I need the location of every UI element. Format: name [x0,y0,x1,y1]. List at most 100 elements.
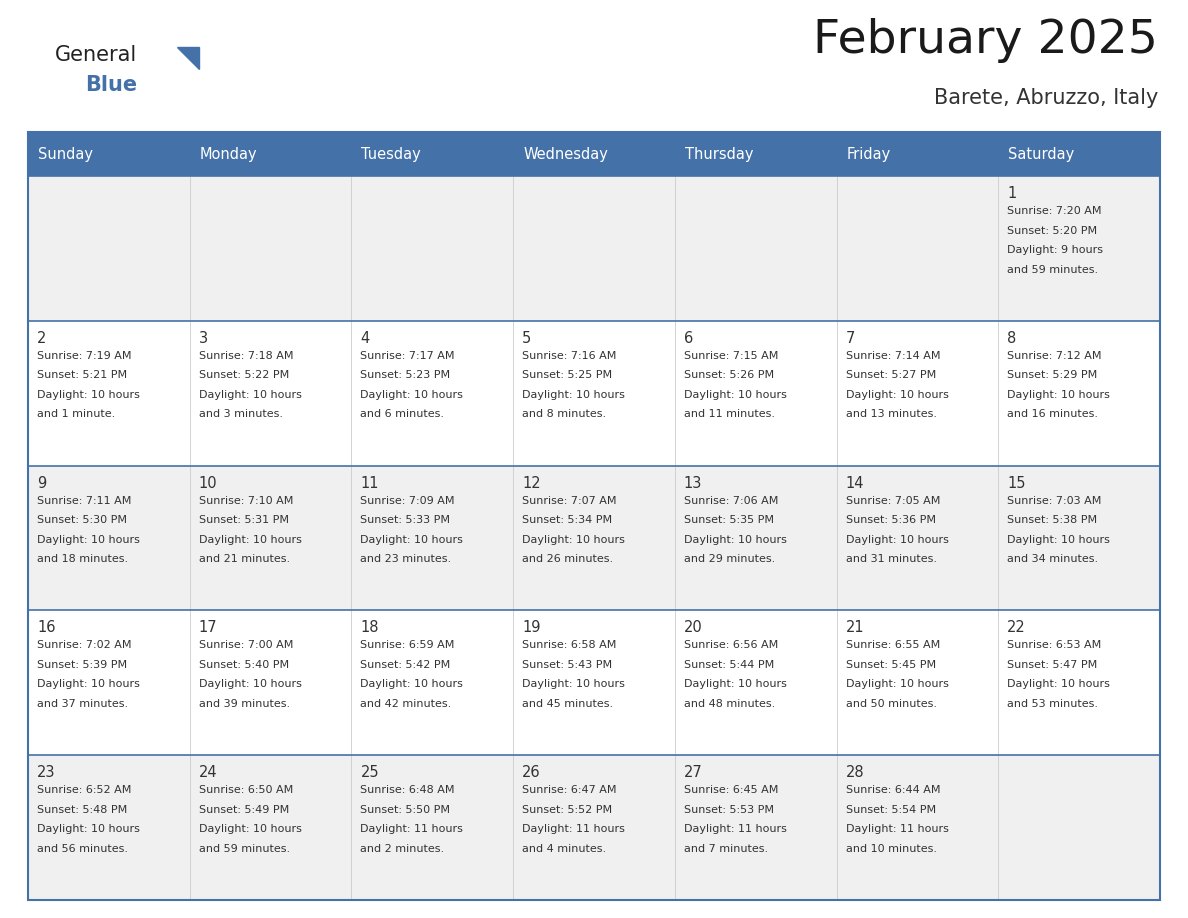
Text: and 53 minutes.: and 53 minutes. [1007,699,1098,709]
Text: 1: 1 [1007,186,1017,201]
Text: and 50 minutes.: and 50 minutes. [846,699,936,709]
Text: Sunset: 5:48 PM: Sunset: 5:48 PM [37,805,127,814]
Text: and 3 minutes.: and 3 minutes. [198,409,283,420]
Text: Daylight: 10 hours: Daylight: 10 hours [198,824,302,834]
Text: Daylight: 10 hours: Daylight: 10 hours [684,390,786,400]
Text: 4: 4 [360,330,369,346]
Text: Sunrise: 7:16 AM: Sunrise: 7:16 AM [523,351,617,361]
Text: General: General [55,45,138,65]
Text: and 16 minutes.: and 16 minutes. [1007,409,1098,420]
Text: Sunset: 5:26 PM: Sunset: 5:26 PM [684,370,775,380]
Text: Sunset: 5:45 PM: Sunset: 5:45 PM [846,660,936,670]
Text: Daylight: 10 hours: Daylight: 10 hours [523,679,625,689]
Text: Daylight: 10 hours: Daylight: 10 hours [360,679,463,689]
Text: 2: 2 [37,330,46,346]
Bar [352,132,513,176]
Text: Friday: Friday [847,147,891,162]
Text: Sunset: 5:33 PM: Sunset: 5:33 PM [360,515,450,525]
Text: Daylight: 10 hours: Daylight: 10 hours [37,534,140,544]
Text: Sunset: 5:38 PM: Sunset: 5:38 PM [1007,515,1098,525]
Text: Daylight: 10 hours: Daylight: 10 hours [360,390,463,400]
Bar [29,756,1159,900]
Text: 14: 14 [846,476,864,490]
Text: Wednesday: Wednesday [523,147,608,162]
Text: Sunset: 5:50 PM: Sunset: 5:50 PM [360,805,450,814]
Text: Sunrise: 7:05 AM: Sunrise: 7:05 AM [846,496,940,506]
Text: and 56 minutes.: and 56 minutes. [37,844,128,854]
Text: Sunrise: 7:18 AM: Sunrise: 7:18 AM [198,351,293,361]
Text: and 8 minutes.: and 8 minutes. [523,409,606,420]
Text: and 7 minutes.: and 7 minutes. [684,844,767,854]
Text: Sunset: 5:53 PM: Sunset: 5:53 PM [684,805,773,814]
Text: Sunset: 5:23 PM: Sunset: 5:23 PM [360,370,450,380]
Bar [29,132,190,176]
Text: Sunrise: 7:20 AM: Sunrise: 7:20 AM [1007,206,1101,216]
Text: and 39 minutes.: and 39 minutes. [198,699,290,709]
Text: Daylight: 9 hours: Daylight: 9 hours [1007,245,1104,255]
Bar [998,132,1159,176]
Text: Daylight: 10 hours: Daylight: 10 hours [846,679,948,689]
Text: Sunrise: 6:58 AM: Sunrise: 6:58 AM [523,641,617,650]
Text: Sunrise: 6:55 AM: Sunrise: 6:55 AM [846,641,940,650]
Text: Sunset: 5:42 PM: Sunset: 5:42 PM [360,660,450,670]
Text: 22: 22 [1007,621,1026,635]
Text: and 6 minutes.: and 6 minutes. [360,409,444,420]
Text: Sunset: 5:31 PM: Sunset: 5:31 PM [198,515,289,525]
Text: and 45 minutes.: and 45 minutes. [523,699,613,709]
Text: Sunset: 5:47 PM: Sunset: 5:47 PM [1007,660,1098,670]
Text: Daylight: 11 hours: Daylight: 11 hours [360,824,463,834]
Text: and 26 minutes.: and 26 minutes. [523,554,613,564]
Text: Sunset: 5:20 PM: Sunset: 5:20 PM [1007,226,1098,236]
Text: Daylight: 10 hours: Daylight: 10 hours [37,679,140,689]
Bar [675,132,836,176]
Text: 27: 27 [684,766,702,780]
Text: Monday: Monday [200,147,258,162]
Text: Sunset: 5:54 PM: Sunset: 5:54 PM [846,805,936,814]
Text: 10: 10 [198,476,217,490]
Text: 28: 28 [846,766,864,780]
Text: 3: 3 [198,330,208,346]
Text: Daylight: 11 hours: Daylight: 11 hours [684,824,786,834]
Text: and 1 minute.: and 1 minute. [37,409,115,420]
Text: Sunrise: 7:09 AM: Sunrise: 7:09 AM [360,496,455,506]
Text: Sunrise: 6:45 AM: Sunrise: 6:45 AM [684,785,778,795]
Text: and 59 minutes.: and 59 minutes. [1007,264,1099,274]
Text: and 11 minutes.: and 11 minutes. [684,409,775,420]
Text: Sunset: 5:27 PM: Sunset: 5:27 PM [846,370,936,380]
Text: Daylight: 10 hours: Daylight: 10 hours [1007,534,1110,544]
Text: Sunset: 5:35 PM: Sunset: 5:35 PM [684,515,773,525]
Text: Sunrise: 6:53 AM: Sunrise: 6:53 AM [1007,641,1101,650]
Text: Sunrise: 6:56 AM: Sunrise: 6:56 AM [684,641,778,650]
Text: Daylight: 10 hours: Daylight: 10 hours [37,824,140,834]
Text: 23: 23 [37,766,56,780]
Text: Sunrise: 6:52 AM: Sunrise: 6:52 AM [37,785,132,795]
Bar [29,465,1159,610]
Text: February 2025: February 2025 [813,18,1158,63]
Text: Sunset: 5:49 PM: Sunset: 5:49 PM [198,805,289,814]
Text: Sunset: 5:43 PM: Sunset: 5:43 PM [523,660,612,670]
Text: Sunset: 5:44 PM: Sunset: 5:44 PM [684,660,775,670]
Text: Daylight: 10 hours: Daylight: 10 hours [523,390,625,400]
Text: Thursday: Thursday [684,147,753,162]
Bar [836,132,998,176]
Text: and 13 minutes.: and 13 minutes. [846,409,936,420]
Text: Daylight: 10 hours: Daylight: 10 hours [684,534,786,544]
Text: Sunset: 5:25 PM: Sunset: 5:25 PM [523,370,612,380]
Text: Sunrise: 7:14 AM: Sunrise: 7:14 AM [846,351,940,361]
Text: Sunset: 5:39 PM: Sunset: 5:39 PM [37,660,127,670]
Text: and 48 minutes.: and 48 minutes. [684,699,775,709]
Text: 11: 11 [360,476,379,490]
Text: Sunset: 5:34 PM: Sunset: 5:34 PM [523,515,612,525]
Text: and 29 minutes.: and 29 minutes. [684,554,775,564]
Text: Sunrise: 7:12 AM: Sunrise: 7:12 AM [1007,351,1101,361]
Text: and 34 minutes.: and 34 minutes. [1007,554,1099,564]
Text: Daylight: 11 hours: Daylight: 11 hours [523,824,625,834]
Text: Sunset: 5:52 PM: Sunset: 5:52 PM [523,805,612,814]
Bar [29,610,1159,756]
Text: 8: 8 [1007,330,1017,346]
Bar [29,132,1159,900]
Bar [29,320,1159,465]
Text: and 31 minutes.: and 31 minutes. [846,554,936,564]
Polygon shape [177,47,200,69]
Text: Sunrise: 7:02 AM: Sunrise: 7:02 AM [37,641,132,650]
